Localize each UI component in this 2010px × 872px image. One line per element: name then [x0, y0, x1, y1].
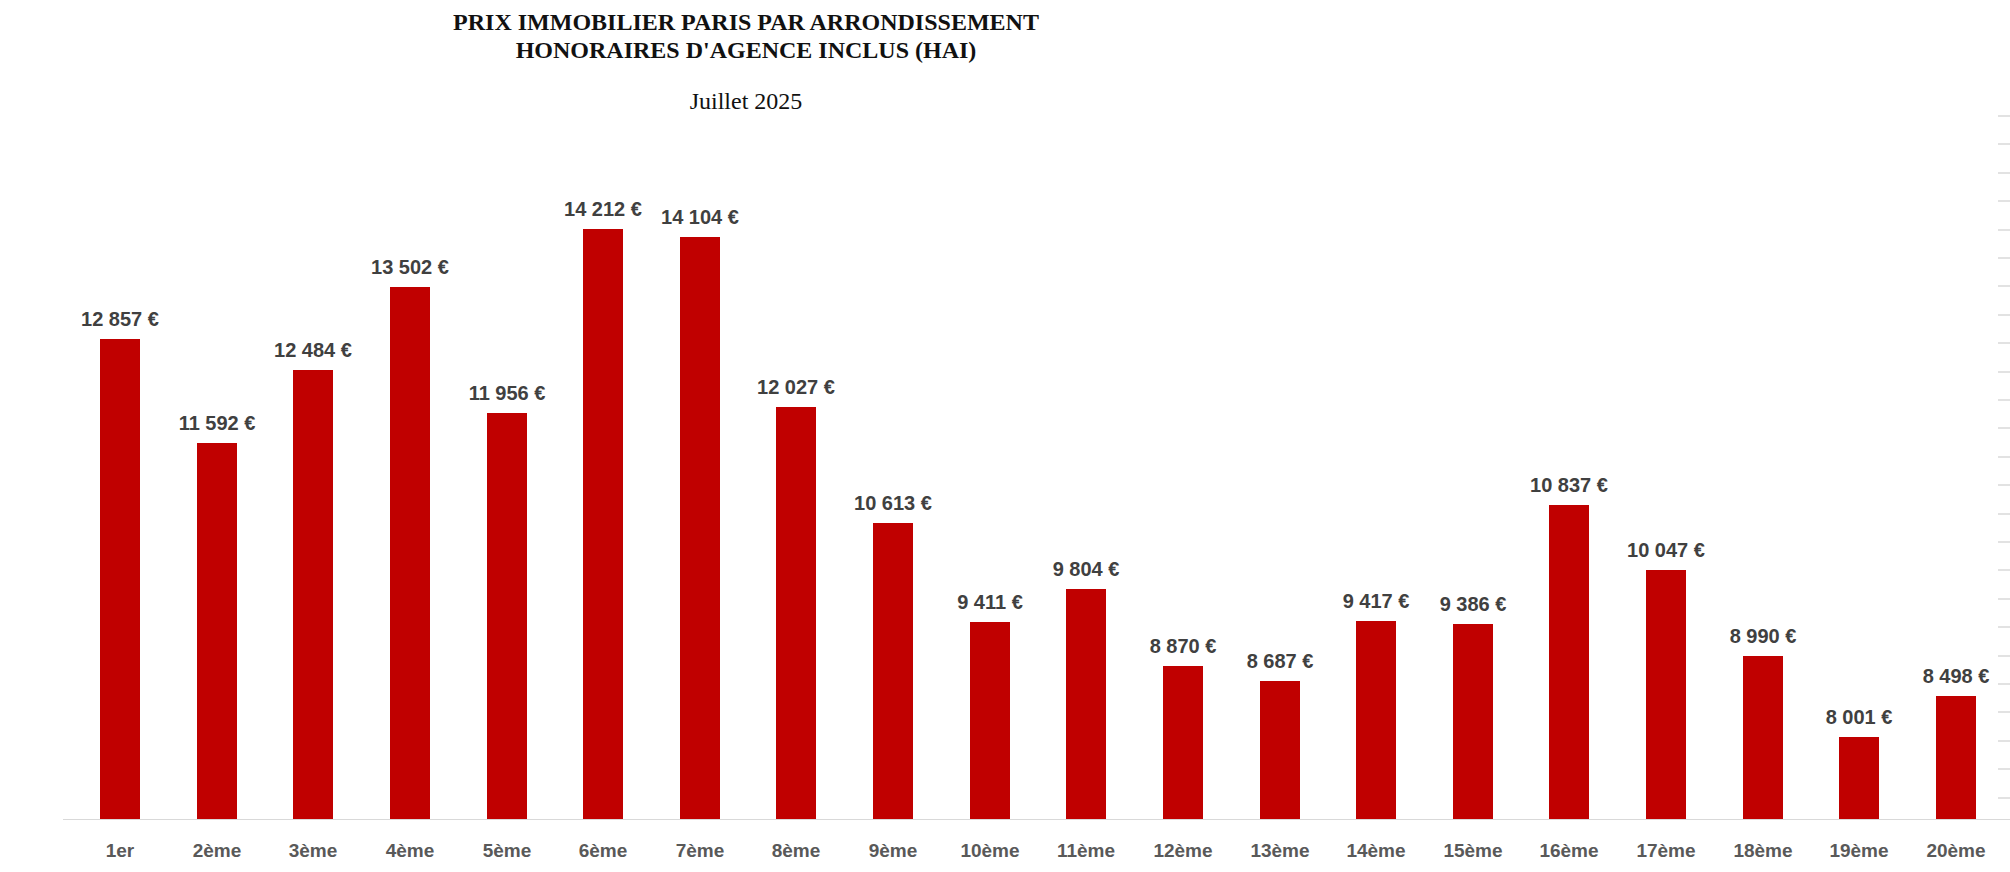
bar-16ème — [1549, 505, 1589, 819]
right-edge-minor-tick — [1998, 541, 2010, 543]
bar-15ème — [1453, 624, 1493, 819]
bar-17ème — [1646, 570, 1686, 819]
right-edge-minor-tick — [1998, 172, 2010, 174]
right-edge-minor-tick — [1998, 484, 2010, 486]
right-edge-minor-tick — [1998, 342, 2010, 344]
right-edge-minor-tick — [1998, 257, 2010, 259]
bar-4ème — [390, 287, 430, 819]
right-edge-minor-tick — [1998, 598, 2010, 600]
bar-18ème — [1743, 656, 1783, 819]
right-edge-minor-tick — [1998, 427, 2010, 429]
bar-19ème — [1839, 737, 1879, 819]
bar-7ème — [680, 237, 720, 819]
bar-value-label: 9 804 € — [1016, 558, 1156, 581]
bar-5ème — [487, 413, 527, 819]
bar-value-label: 8 001 € — [1789, 706, 1929, 729]
right-edge-minor-tick — [1998, 200, 2010, 202]
bar-value-label: 9 386 € — [1403, 593, 1543, 616]
bar-value-label: 13 502 € — [340, 256, 480, 279]
bar-8ème — [776, 407, 816, 819]
chart-title: PRIX IMMOBILIER PARIS PAR ARRONDISSEMENT… — [0, 8, 1492, 64]
right-edge-minor-tick — [1998, 229, 2010, 231]
right-edge-minor-tick — [1998, 655, 2010, 657]
bar-20ème — [1936, 696, 1976, 819]
bar-14ème — [1356, 621, 1396, 819]
right-edge-minor-tick — [1998, 513, 2010, 515]
bar-value-label: 14 104 € — [630, 206, 770, 229]
bar-3ème — [293, 370, 333, 819]
bar-value-label: 11 592 € — [147, 412, 287, 435]
bar-13ème — [1260, 681, 1300, 819]
right-edge-minor-tick — [1998, 797, 2010, 799]
bar-value-label: 10 047 € — [1596, 539, 1736, 562]
chart-title-line2: HONORAIRES D'AGENCE INCLUS (HAI) — [0, 36, 1492, 64]
bar-value-label: 8 498 € — [1886, 665, 2010, 688]
right-edge-minor-tick — [1998, 711, 2010, 713]
bar-value-label: 12 857 € — [50, 308, 190, 331]
chart-subtitle: Juillet 2025 — [0, 88, 1492, 115]
bar-12ème — [1163, 666, 1203, 819]
bar-2ème — [197, 443, 237, 819]
right-edge-minor-tick — [1998, 143, 2010, 145]
right-edge-minor-tick — [1998, 626, 2010, 628]
bar-6ème — [583, 229, 623, 819]
right-edge-minor-tick — [1998, 371, 2010, 373]
bar-1er — [100, 339, 140, 819]
bar-9ème — [873, 523, 913, 819]
bar-value-label: 9 411 € — [920, 591, 1060, 614]
right-edge-minor-tick — [1998, 399, 2010, 401]
bar-11ème — [1066, 589, 1106, 819]
bar-value-label: 12 484 € — [243, 339, 383, 362]
bar-value-label: 12 027 € — [726, 376, 866, 399]
bar-value-label: 10 837 € — [1499, 474, 1639, 497]
x-axis-line — [63, 819, 2010, 820]
bar-value-label: 8 687 € — [1210, 650, 1350, 673]
x-axis-label: 20ème — [1896, 840, 2010, 862]
bar-value-label: 10 613 € — [823, 492, 963, 515]
right-edge-minor-tick — [1998, 768, 2010, 770]
right-edge-minor-tick — [1998, 569, 2010, 571]
right-edge-minor-tick — [1998, 683, 2010, 685]
right-edge-minor-tick — [1998, 115, 2010, 117]
chart-title-line1: PRIX IMMOBILIER PARIS PAR ARRONDISSEMENT — [0, 8, 1492, 36]
right-edge-minor-tick — [1998, 456, 2010, 458]
bar-chart: PRIX IMMOBILIER PARIS PAR ARRONDISSEMENT… — [0, 0, 2010, 872]
right-edge-minor-tick — [1998, 314, 2010, 316]
right-edge-minor-tick — [1998, 285, 2010, 287]
right-edge-minor-tick — [1998, 740, 2010, 742]
bar-10ème — [970, 622, 1010, 819]
bar-value-label: 11 956 € — [437, 382, 577, 405]
bar-value-label: 8 990 € — [1693, 625, 1833, 648]
